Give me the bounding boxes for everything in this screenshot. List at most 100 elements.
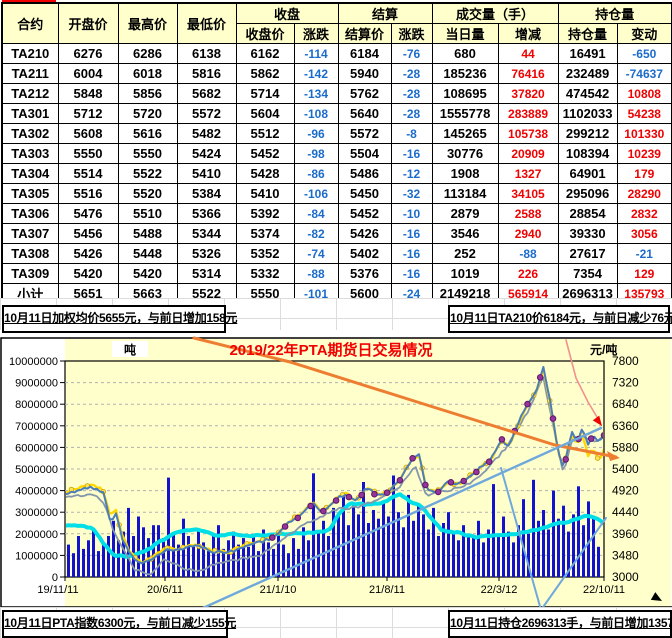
- cell: 5520: [117, 183, 178, 204]
- cell: TA302: [1, 123, 59, 144]
- cell: 295096: [557, 183, 618, 204]
- cell: 5420: [117, 263, 178, 284]
- banner-pta-index: 10月11日PTA指数6300元，与前日减少155元: [2, 610, 236, 638]
- cell: 6184: [337, 43, 392, 64]
- cell: 105738: [497, 123, 559, 144]
- col-contract: 合约: [1, 2, 59, 44]
- cell: 5326: [176, 243, 237, 264]
- cell: 226: [497, 263, 559, 284]
- cell: 5452: [235, 143, 295, 164]
- fan-line-up: [540, 517, 607, 611]
- top-left-red-mark: [2, 0, 56, 2]
- col-close-group: 收盘: [235, 2, 339, 24]
- svg-text:19/11/11: 19/11/11: [37, 584, 78, 596]
- cell: 129: [616, 263, 672, 284]
- table-row: TA305 5516 5520 5384 5410 -106 5450 -32 113184 34…: [1, 183, 672, 204]
- col-open: 开盘价: [57, 2, 119, 44]
- cell: 5512: [235, 123, 295, 144]
- table-header: 合约 开盘价 最高价 最低价 收盘 结算 成交量（手） 持仓量 收盘价 涨跌 结…: [1, 2, 672, 44]
- cell: 5762: [337, 83, 392, 104]
- cell: 2832: [616, 203, 672, 224]
- cell: 5862: [235, 63, 295, 84]
- cell: 5510: [117, 203, 178, 224]
- cell: 185236: [431, 63, 499, 84]
- cell: 5482: [176, 123, 237, 144]
- cell: 5640: [337, 103, 392, 124]
- cell: 5424: [176, 143, 237, 164]
- orange-trendline: [192, 336, 618, 459]
- cell: 5448: [117, 243, 178, 264]
- cell: 5428: [235, 163, 295, 184]
- table-row: TA302 5608 5616 5482 5512 -96 5572 -8 145265 1057…: [1, 123, 672, 144]
- cell: 5572: [176, 103, 237, 124]
- cell: 34105: [497, 183, 559, 204]
- cell: 5426: [57, 243, 119, 264]
- svg-text:3000000: 3000000: [15, 507, 58, 519]
- cell: 5682: [176, 83, 237, 104]
- pink-trendline: [565, 339, 601, 423]
- cell: 3056: [616, 223, 672, 244]
- cell: 5392: [235, 203, 295, 224]
- support-trendline: [201, 426, 603, 610]
- cell: TA307: [1, 223, 59, 244]
- cell: 1102033: [557, 103, 618, 124]
- svg-text:1000000: 1000000: [15, 550, 58, 562]
- cell: 5426: [337, 223, 392, 244]
- cell: -16: [390, 223, 433, 244]
- chart-title: 2019/22年PTA期货日交易情况: [229, 342, 433, 359]
- cell: -98: [293, 143, 339, 164]
- svg-text:22/10/11: 22/10/11: [583, 584, 625, 596]
- svg-text:0: 0: [52, 572, 58, 584]
- cell: 232489: [557, 63, 618, 84]
- cell: 5344: [176, 223, 237, 244]
- col-settle-group: 结算: [337, 2, 433, 24]
- cell: 20909: [497, 143, 559, 164]
- cell: 6018: [117, 63, 178, 84]
- cell: -86: [293, 163, 339, 184]
- cell: 5476: [57, 203, 119, 224]
- cell: 39330: [557, 223, 618, 244]
- cell: 5410: [176, 163, 237, 184]
- cell: -108: [293, 103, 339, 124]
- cell: 2940: [497, 223, 559, 244]
- cell: 2588: [497, 203, 559, 224]
- cell: 5504: [337, 143, 392, 164]
- cell: TA301: [1, 103, 59, 124]
- table-row: TA211 6004 6018 5816 5862 -142 5940 -28 185236 76…: [1, 63, 672, 84]
- cell: 5550: [117, 143, 178, 164]
- cell: 5712: [57, 103, 119, 124]
- fan-line-down: [500, 467, 542, 611]
- cell: -650: [616, 43, 672, 64]
- cell: 5410: [235, 183, 295, 204]
- col-oi: 持仓量: [557, 23, 618, 44]
- cell: 1908: [431, 163, 499, 184]
- cell: 5452: [337, 203, 392, 224]
- banner-ta210-price: 10月11日TA210价6184元，与前日减少76元: [448, 305, 672, 333]
- cell: 28854: [557, 203, 618, 224]
- cell: -134: [293, 83, 339, 104]
- cell: 37820: [497, 83, 559, 104]
- table-row: TA210 6276 6286 6138 6162 -114 6184 -76 680 44 164…: [1, 43, 672, 64]
- svg-text:10000000: 10000000: [9, 356, 58, 368]
- cell: 5488: [117, 223, 178, 244]
- cell: TA309: [1, 263, 59, 284]
- cell: 5608: [57, 123, 119, 144]
- cell: -28: [390, 63, 433, 84]
- cell: 5366: [176, 203, 237, 224]
- col-settle-chg: 涨跌: [390, 23, 433, 44]
- cell: 5450: [337, 183, 392, 204]
- table-row: TA308 5426 5448 5326 5352 -74 5402 -16 252 -88 276…: [1, 243, 672, 264]
- cell: 5848: [57, 83, 119, 104]
- cell: 44: [497, 43, 559, 64]
- svg-text:9000000: 9000000: [15, 378, 58, 390]
- cell: -106: [293, 183, 339, 204]
- col-close: 收盘价: [235, 23, 295, 44]
- cell: 5550: [57, 143, 119, 164]
- cell: -16: [390, 143, 433, 164]
- cell: 30776: [431, 143, 499, 164]
- cell: -16: [390, 243, 433, 264]
- cell: 64901: [557, 163, 618, 184]
- orange-trendline-arrowhead: [607, 451, 620, 461]
- cell: 5720: [117, 103, 178, 124]
- cell: 145265: [431, 123, 499, 144]
